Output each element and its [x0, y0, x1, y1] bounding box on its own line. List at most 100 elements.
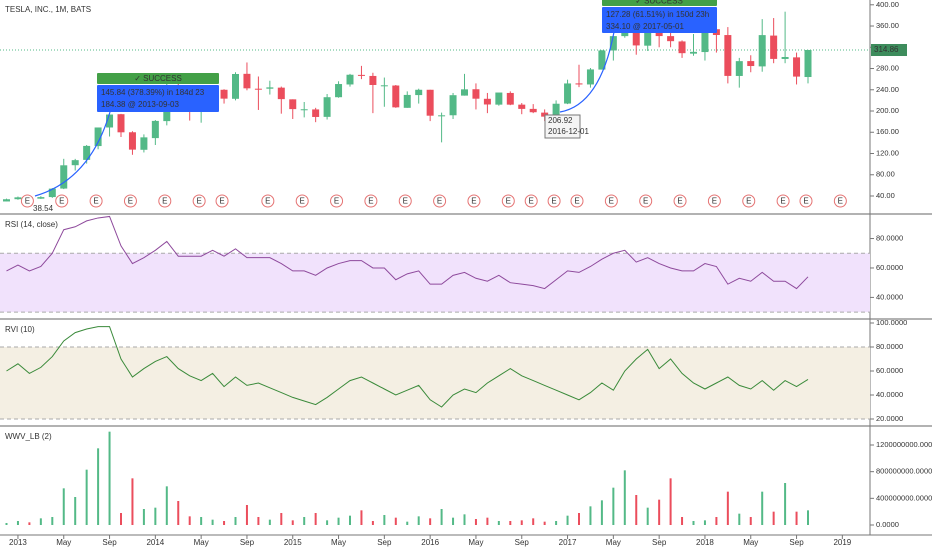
candle-body — [598, 50, 606, 70]
x-tick-label: 2018 — [696, 538, 714, 547]
earnings-icon — [570, 194, 584, 208]
band — [0, 347, 870, 419]
y-axis: 0.0000 400000000.0000 800000000.0000 120000… — [870, 440, 932, 529]
candle-body — [644, 28, 652, 46]
candle-body — [552, 103, 560, 117]
candle-body — [518, 104, 526, 109]
y-tick-label: 60.0000 — [876, 263, 903, 272]
volume-bar — [440, 509, 443, 525]
candle-body — [335, 84, 343, 98]
volume-bar — [234, 517, 237, 525]
start-low: 38.54 — [33, 204, 54, 213]
candle-body — [266, 87, 274, 89]
candle-body — [564, 83, 572, 104]
projection-arc — [559, 31, 615, 113]
last-price-tag — [871, 44, 907, 57]
result-box — [602, 7, 717, 33]
volume-bar — [692, 521, 695, 525]
earnings-label: E — [59, 197, 64, 206]
volume-bar — [635, 495, 638, 525]
volume-bar — [314, 513, 317, 525]
y-tick-label: 40.0000 — [876, 390, 903, 399]
pane-title: RSI (14, close) — [5, 220, 58, 229]
volume-bar — [291, 520, 294, 525]
earnings-label: E — [803, 197, 808, 206]
earnings-icon — [799, 194, 813, 208]
volume-bar — [131, 478, 134, 525]
candle-body — [529, 108, 537, 113]
volume-bar — [589, 506, 592, 525]
x-tick-label: May — [468, 538, 483, 547]
y-axis: 40.00 80.00 120.00 160.00 200.00 240.00 280.00… — [870, 0, 899, 200]
y-tick-label: 80.0000 — [876, 234, 903, 243]
candle-body — [483, 98, 491, 105]
volume-bar — [39, 518, 42, 525]
candle-body — [232, 73, 239, 99]
volume-bar — [795, 511, 798, 525]
volume-bar — [463, 514, 466, 525]
earnings-label: E — [403, 197, 408, 206]
candle-body — [793, 57, 801, 77]
volume-bar — [165, 486, 168, 525]
earnings-icon — [524, 194, 538, 208]
earnings-label: E — [506, 197, 511, 206]
candle-body — [690, 51, 697, 54]
success-badge — [97, 73, 219, 84]
volume-bar — [578, 513, 580, 525]
earnings-label: E — [162, 197, 167, 206]
candle-body — [243, 73, 251, 89]
volume-bar — [245, 505, 248, 525]
candle-body — [71, 160, 79, 166]
earnings-icon — [433, 194, 447, 208]
candle-body — [60, 165, 68, 189]
candle-body — [701, 29, 709, 53]
last-price-label: 314.86 — [874, 45, 899, 54]
y-tick-label: 200.00 — [876, 106, 899, 115]
low-price: 206.92 — [548, 116, 573, 125]
earnings-label: E — [529, 197, 534, 206]
volume-bar — [211, 519, 214, 525]
y-tick-label: 360.00 — [876, 21, 899, 30]
earnings-label: E — [677, 197, 682, 206]
volume-bar — [303, 517, 306, 525]
volume-bar — [646, 507, 649, 525]
candle-body — [747, 61, 755, 67]
earnings-icon — [330, 194, 344, 208]
volume-bar — [394, 517, 397, 525]
volume-bar — [566, 515, 569, 525]
earnings-icon — [123, 194, 137, 208]
y-tick-label: 80.0000 — [876, 342, 903, 351]
candle-body — [403, 94, 411, 108]
x-tick-label: 2016 — [421, 538, 439, 547]
x-tick-label: May — [194, 538, 209, 547]
volume-bar — [268, 519, 271, 525]
earnings-icon — [261, 194, 275, 208]
candle-body — [117, 114, 125, 133]
candle-body — [380, 85, 388, 87]
earnings-label: E — [128, 197, 133, 206]
earnings-icon — [639, 194, 653, 208]
volume-bar — [772, 511, 775, 525]
earnings-label: E — [300, 197, 305, 206]
y-axis: 40.0000 60.0000 80.0000 — [870, 234, 903, 301]
earnings-icon — [707, 194, 721, 208]
success-badge — [602, 0, 717, 6]
earnings-label: E — [838, 197, 843, 206]
y-tick-label: 400000000.0000 — [876, 493, 932, 502]
earnings-label: E — [219, 197, 224, 206]
y-tick-label: 240.00 — [876, 85, 899, 94]
x-tick-label: Sep — [515, 538, 530, 547]
indicator-line — [6, 326, 809, 408]
earnings-label: E — [609, 197, 614, 206]
earnings-icon — [158, 194, 172, 208]
volume-bar — [177, 501, 180, 525]
pane-title: WWV_LB (2) — [5, 432, 52, 441]
candle-body — [312, 109, 320, 117]
volume-bar — [326, 520, 329, 525]
candle-body — [277, 87, 285, 100]
candle-body — [37, 197, 45, 199]
x-tick-label: 2015 — [284, 538, 302, 547]
candle-body — [506, 92, 514, 105]
y-tick-label: 1200000000.0000 — [876, 440, 932, 449]
earnings-icon — [295, 194, 309, 208]
